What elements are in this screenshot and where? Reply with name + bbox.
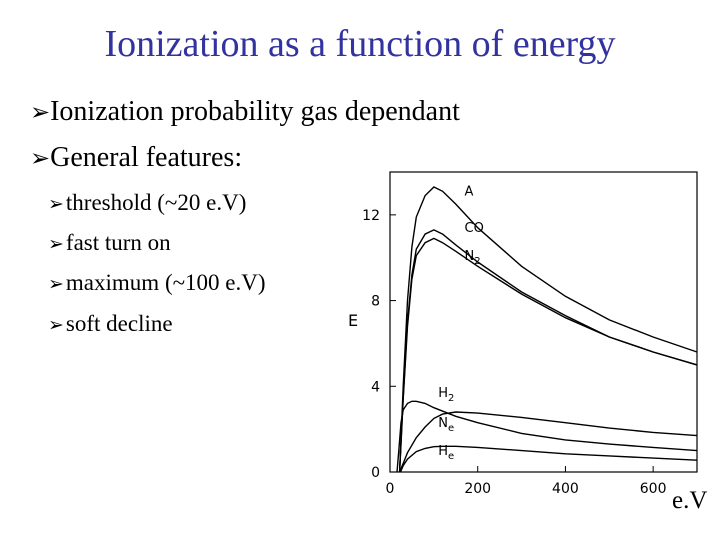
- arrow-bullet-icon: ➢: [48, 273, 64, 295]
- series-label: Ne: [438, 416, 454, 434]
- y-tick-label: 12: [362, 208, 380, 224]
- series-line: [398, 229, 698, 473]
- bullet-item: ➢General features:: [30, 142, 242, 174]
- series-line: [399, 445, 698, 473]
- sub-bullet-item: ➢threshold (~20 e.V): [48, 190, 246, 216]
- x-axis-unit-label: e.V: [672, 487, 708, 514]
- sub-bullet-text: threshold (~20 e.V): [65, 190, 247, 215]
- y-tick-label: 4: [371, 379, 380, 395]
- y-tick-label: 8: [371, 294, 380, 310]
- series-line: [398, 237, 698, 473]
- series-line: [398, 411, 698, 473]
- bullet-text: Ionization probability gas dependant: [50, 96, 460, 127]
- series-label: A: [465, 185, 474, 200]
- sub-bullet-text: fast turn on: [65, 230, 171, 255]
- x-tick-label: 0: [386, 481, 395, 497]
- slide-title: Ionization as a function of energy: [104, 23, 616, 65]
- bullet-item: ➢Ionization probability gas dependant: [30, 96, 460, 128]
- series-line: [398, 186, 698, 473]
- series-label: H2: [438, 386, 454, 404]
- sub-bullet-text: soft decline: [65, 311, 173, 336]
- sub-bullet-item: ➢maximum (~100 e.V): [48, 270, 266, 296]
- series-line: [396, 400, 698, 473]
- x-tick-label: 600: [640, 481, 667, 497]
- plot-frame: [389, 171, 698, 473]
- sub-bullet-item: ➢soft decline: [48, 311, 173, 337]
- x-tick-label: 200: [464, 481, 491, 497]
- series-label: CO: [465, 221, 484, 236]
- y-axis-label: E: [348, 311, 358, 330]
- sub-bullet-text: maximum (~100 e.V): [65, 270, 266, 295]
- arrow-bullet-icon: ➢: [48, 233, 64, 255]
- bullet-text: General features:: [50, 142, 243, 173]
- arrow-bullet-icon: ➢: [30, 98, 51, 126]
- x-tick-label: 400: [552, 481, 579, 497]
- arrow-bullet-icon: ➢: [48, 314, 64, 336]
- arrow-bullet-icon: ➢: [30, 144, 51, 172]
- sub-bullet-item: ➢fast turn on: [48, 230, 171, 256]
- y-tick-label: 0: [371, 465, 380, 481]
- arrow-bullet-icon: ➢: [48, 193, 64, 215]
- series-label: N2: [465, 249, 481, 267]
